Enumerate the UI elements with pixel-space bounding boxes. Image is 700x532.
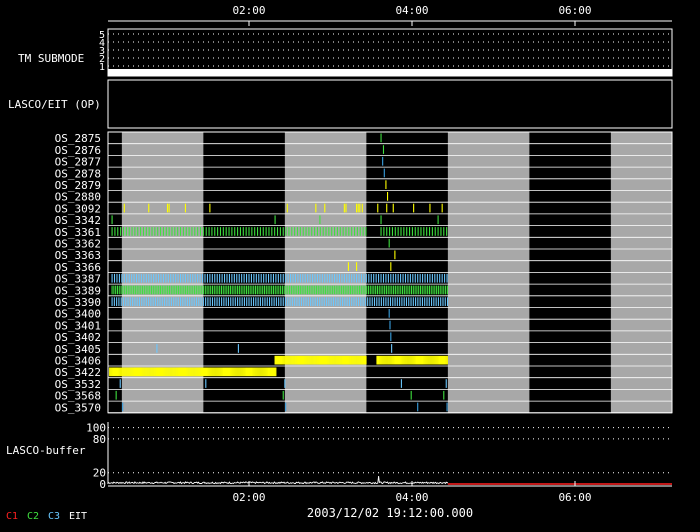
os-row-label: OS_2880 — [55, 191, 101, 204]
tm-submode-frame — [107, 28, 673, 77]
os-row-label: OS_3387 — [55, 273, 101, 286]
lasco-eit-title: LASCO/EIT (OP) — [8, 98, 101, 111]
tm-level-label: 2 — [99, 54, 105, 65]
top-time-axis: 02:00 04:00 06:00 — [108, 4, 672, 26]
os-row-label: OS_3406 — [55, 355, 101, 368]
legend: C1 C2 C3 EIT — [6, 511, 87, 522]
os-row-label: OS_3402 — [55, 331, 101, 344]
buffer-tick-label: 20 — [93, 467, 106, 480]
os-row-label: OS_3366 — [55, 261, 101, 274]
lasco-eit-frame — [107, 79, 673, 129]
os-row-label: OS_3570 — [55, 401, 101, 414]
os-row-label: OS_3363 — [55, 249, 101, 262]
tm-level-label: 5 — [99, 30, 105, 41]
top-tick-label: 02:00 — [232, 4, 265, 17]
os-row-label: OS_3389 — [55, 284, 101, 297]
lasco-eit-panel: LASCO/EIT (OP) — [8, 79, 673, 129]
buffer-tick-label: 80 — [93, 433, 106, 446]
os-row-label: OS_3532 — [55, 378, 101, 391]
bottom-time-axis: 02:00 04:00 06:00 — [108, 481, 672, 504]
os-row-label: OS_3401 — [55, 319, 101, 332]
os-rows-panel: OS_2875OS_2876OS_2877OS_2878OS_2879OS_28… — [55, 131, 673, 414]
os-row-label: OS_2879 — [55, 179, 101, 192]
top-tick-label: 06:00 — [558, 4, 591, 17]
legend-item: C1 — [6, 511, 18, 522]
os-row-label: OS_2877 — [55, 156, 101, 169]
os-row-label: OS_3405 — [55, 343, 101, 356]
tm-active-bar — [108, 69, 672, 76]
tm-submode-title: TM SUBMODE — [18, 52, 84, 65]
os-row-label: OS_3568 — [55, 390, 101, 403]
os-row-label: OS_3092 — [55, 202, 101, 215]
buffer-tick-label: 100 — [86, 422, 106, 435]
os-row-label: OS_3342 — [55, 214, 101, 227]
os-row-label: OS_3400 — [55, 308, 101, 321]
buffer-trace — [107, 476, 449, 485]
os-row-label: OS_2875 — [55, 132, 101, 145]
lasco-buffer-title: LASCO-buffer — [6, 444, 86, 457]
legend-item: EIT — [69, 511, 87, 522]
bottom-tick-label: 02:00 — [232, 491, 265, 504]
legend-item: C2 — [27, 511, 39, 522]
os-rows-frame — [107, 131, 673, 414]
os-row-label: OS_3361 — [55, 226, 101, 239]
date-time-label: 2003/12/02 19:12:00.000 — [307, 506, 473, 520]
tm-level-label: 4 — [99, 38, 105, 49]
legend-item: C3 — [48, 511, 60, 522]
os-row-label: OS_3422 — [55, 366, 101, 379]
os-row-label: OS_3390 — [55, 296, 101, 309]
top-tick-label: 04:00 — [395, 4, 428, 17]
os-row-label: OS_2876 — [55, 144, 101, 157]
os-row-label: OS_2878 — [55, 167, 101, 180]
buffer-tick-label: 0 — [99, 478, 106, 491]
os-row-label: OS_3362 — [55, 238, 101, 251]
bottom-tick-label: 04:00 — [395, 491, 428, 504]
bottom-tick-label: 06:00 — [558, 491, 591, 504]
tm-level-label: 3 — [99, 46, 105, 57]
tm-level-label: 1 — [99, 62, 105, 73]
